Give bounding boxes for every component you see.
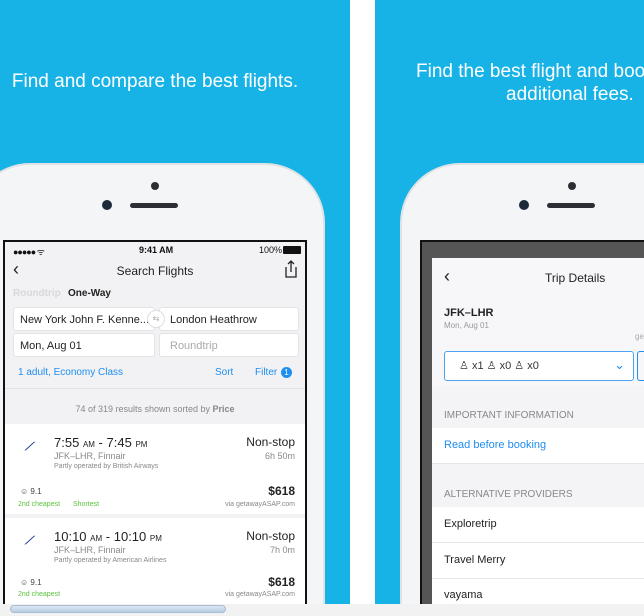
passengers-link[interactable]: 1 adult, Economy Class bbox=[18, 367, 124, 378]
flight-result-card[interactable]: ⟋ 10:10 AM - 10:10 PM JFK–LHR, Finnair P… bbox=[5, 518, 305, 604]
adult-icon: ♙ bbox=[459, 360, 469, 372]
flight-times: 10:10 AM - 10:10 PM bbox=[54, 529, 162, 544]
results-summary: 74 of 319 results shown sorted by Price bbox=[75, 404, 235, 414]
section-header: ALTERNATIVE PROVIDERS bbox=[444, 489, 573, 500]
battery-level: 100% bbox=[259, 245, 283, 255]
back-icon[interactable]: ‹ bbox=[444, 266, 450, 286]
child-icon: ♙ bbox=[486, 360, 497, 372]
left-promo-panel: Find and compare the best flights. ●●●●●… bbox=[0, 0, 350, 604]
page-title: Trip Details bbox=[545, 271, 606, 285]
page-title: Search Flights bbox=[116, 264, 194, 278]
chevron-down-icon: ⌄ bbox=[614, 357, 625, 372]
provider: via getawayASAP.com bbox=[225, 501, 295, 508]
section-header: IMPORTANT INFORMATION bbox=[444, 410, 574, 421]
tagline: Find the best flight and boo additional f… bbox=[416, 61, 644, 105]
operated-by: Partly operated by American Airlines bbox=[54, 557, 167, 564]
sensor bbox=[568, 182, 576, 190]
sensor bbox=[151, 182, 159, 190]
date: Mon, Aug 01 bbox=[444, 321, 489, 330]
depart-date-field[interactable]: Mon, Aug 01 bbox=[13, 333, 155, 357]
status-time: 9:41 AM bbox=[139, 245, 174, 255]
provider: via getawayASAP.com bbox=[225, 591, 295, 598]
provider-row[interactable]: Travel Merry bbox=[432, 543, 644, 579]
camera-icon bbox=[519, 200, 529, 210]
score: ☺ 9.1 bbox=[20, 578, 42, 587]
filter-button[interactable]: Filter bbox=[255, 367, 278, 378]
destination-field[interactable]: London Heathrow bbox=[159, 307, 299, 331]
speaker bbox=[130, 203, 178, 208]
finnair-logo-icon: ⟋ bbox=[25, 535, 33, 547]
share-icon[interactable] bbox=[284, 260, 298, 278]
speaker bbox=[547, 203, 595, 208]
infant-icon: ♙ bbox=[514, 360, 525, 372]
provider-row[interactable]: vayama bbox=[432, 579, 644, 604]
tag: 2nd cheapest bbox=[18, 501, 61, 508]
swap-icon[interactable]: ⇆ bbox=[147, 310, 165, 328]
provider-row[interactable]: Exploretrip bbox=[432, 507, 644, 543]
finnair-logo-icon: ⟋ bbox=[25, 441, 33, 453]
tag: 2nd cheapest bbox=[18, 591, 61, 598]
battery-icon bbox=[283, 246, 301, 254]
camera-icon bbox=[102, 200, 112, 210]
tag: Shortest bbox=[73, 501, 100, 508]
read-before-booking-link[interactable]: Read before booking bbox=[432, 428, 644, 464]
route: JFK–LHR, Finnair bbox=[54, 451, 126, 461]
duration: 7h 0m bbox=[269, 545, 295, 555]
tagline: Find and compare the best flights. bbox=[11, 71, 299, 92]
signal-icon: ●●●●● ᯤ bbox=[13, 247, 45, 257]
flight-result-card[interactable]: ⟋ 7:55 AM - 7:45 PM JFK–LHR, Finnair Par… bbox=[5, 424, 305, 514]
stops: Non-stop bbox=[246, 435, 295, 449]
return-date-field[interactable]: Roundtrip bbox=[159, 333, 299, 357]
partial-control[interactable] bbox=[637, 351, 644, 381]
right-promo-panel: Find the best flight and boo additional f… bbox=[375, 0, 644, 604]
filter-count-badge: 1 bbox=[281, 367, 292, 378]
partial-text: ge bbox=[635, 332, 644, 341]
trip-details-screen: ‹ Trip Details JFK–LHR Mon, Aug 01 ge ♙ … bbox=[420, 240, 644, 604]
passenger-selector[interactable]: ♙ x1 ♙ x0 ♙ x0 ⌄ bbox=[444, 351, 634, 381]
back-icon[interactable]: ‹ bbox=[13, 259, 19, 279]
trip-details-sheet: ‹ Trip Details JFK–LHR Mon, Aug 01 ge ♙ … bbox=[432, 258, 644, 604]
sort-button[interactable]: Sort bbox=[215, 367, 234, 378]
price: $618 bbox=[268, 575, 295, 589]
route: JFK–LHR bbox=[444, 307, 494, 319]
flight-times: 7:55 AM - 7:45 PM bbox=[54, 435, 148, 450]
operated-by: Partly operated by British Airways bbox=[54, 463, 159, 470]
stops: Non-stop bbox=[246, 529, 295, 543]
score: ☺ 9.1 bbox=[20, 487, 42, 496]
origin-field[interactable]: New York John F. Kenne... bbox=[13, 307, 155, 331]
route: JFK–LHR, Finnair bbox=[54, 545, 126, 555]
search-flights-screen: ●●●●● ᯤ 9:41 AM 100% ‹ Search Flights Ro… bbox=[3, 240, 307, 604]
duration: 6h 50m bbox=[264, 451, 295, 461]
tab-one-way[interactable]: One-Way bbox=[68, 288, 111, 299]
tab-roundtrip[interactable]: Roundtrip bbox=[13, 288, 61, 299]
scrollbar-thumb[interactable] bbox=[10, 605, 226, 613]
price: $618 bbox=[268, 484, 295, 498]
